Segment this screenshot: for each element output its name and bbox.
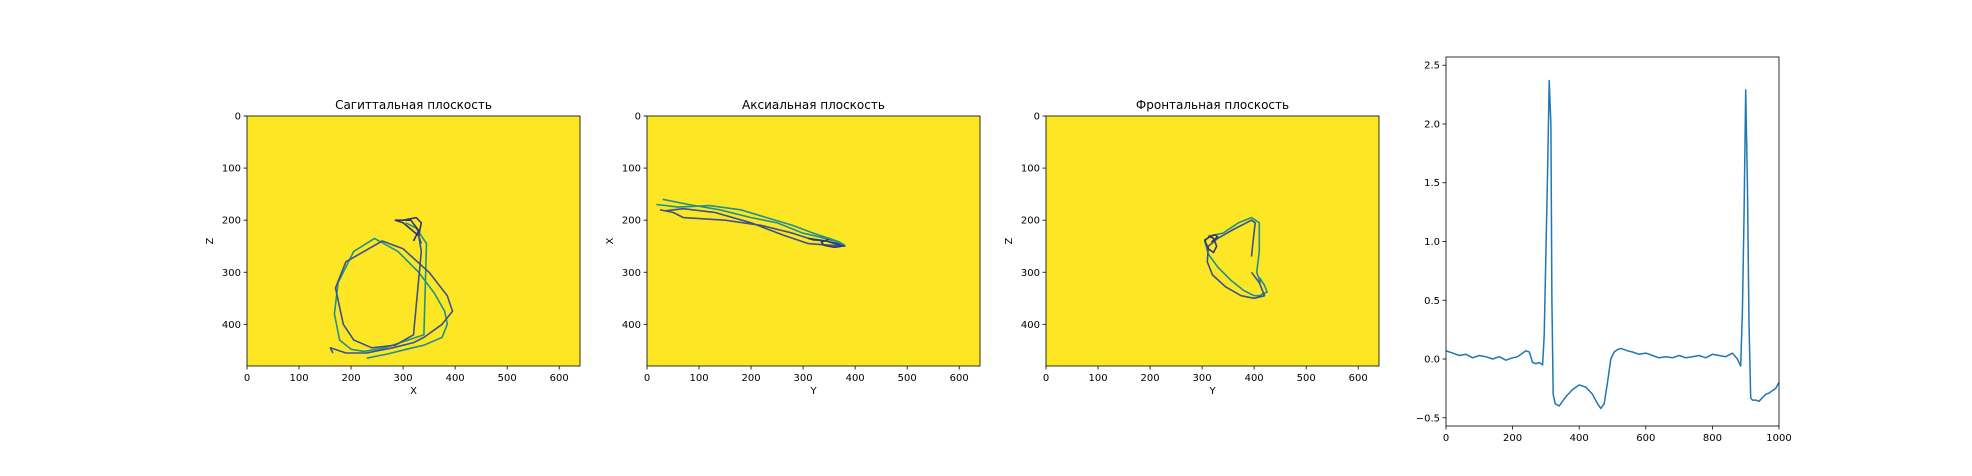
axial-title: Аксиальная плоскость — [742, 98, 885, 112]
sagittal-ytick-label: 200 — [222, 216, 241, 227]
ecg-ytick-label: 1.0 — [1424, 237, 1440, 248]
frontal-xlabel: Y — [1208, 386, 1216, 397]
frontal-title: Фронтальная плоскость — [1136, 98, 1289, 112]
ecg-ytick-label: 2.5 — [1424, 61, 1440, 72]
sagittal-ytick-label: 400 — [222, 320, 241, 331]
ecg-xtick-label: 800 — [1703, 433, 1722, 444]
sagittal-ytick-label: 300 — [222, 268, 241, 279]
ecg-xtick-label: 0 — [1443, 433, 1449, 444]
ecg-xtick-label: 200 — [1503, 433, 1522, 444]
axial-ytick-label: 100 — [622, 164, 641, 175]
frontal-ylabel: Z — [1004, 237, 1015, 244]
ecg-ytick-label: 0.5 — [1424, 296, 1440, 307]
frontal-xtick-label: 0 — [1043, 373, 1049, 384]
frontal-xtick-label: 400 — [1245, 373, 1264, 384]
frontal-xtick-label: 100 — [1088, 373, 1107, 384]
sagittal-xtick-label: 500 — [498, 373, 517, 384]
ecg-xtick-label: 600 — [1636, 433, 1655, 444]
frontal-ytick-label: 100 — [1021, 164, 1040, 175]
panel-sagittal: 0 100 200 300 400 500 600 0 100 200 300 400 Сагиттал… — [205, 98, 581, 397]
axial-xtick-label: 0 — [644, 373, 650, 384]
sagittal-xtick-label: 0 — [244, 373, 250, 384]
frontal-ytick-label: 400 — [1021, 320, 1040, 331]
sagittal-ytick-label: 100 — [222, 164, 241, 175]
frontal-xtick-label: 200 — [1141, 373, 1160, 384]
axial-xlabel: Y — [809, 386, 817, 397]
ecg-xtick-label: 1000 — [1766, 433, 1791, 444]
frontal-series-1 — [1206, 219, 1266, 300]
sagittal-xlabel: X — [410, 386, 417, 397]
frontal-axes-frame — [1045, 115, 1380, 367]
frontal-ytick-label: 300 — [1021, 268, 1040, 279]
axial-xtick-label: 400 — [846, 373, 865, 384]
frontal-xtick-label: 500 — [1297, 373, 1316, 384]
sagittal-ylabel: Z — [205, 237, 216, 244]
sagittal-xtick-label: 400 — [446, 373, 465, 384]
axial-xtick-label: 200 — [742, 373, 761, 384]
ecg-ytick-label: −0.5 — [1416, 413, 1440, 424]
axial-xtick-label: 300 — [794, 373, 813, 384]
axial-xtick-label: 100 — [689, 373, 708, 384]
axial-xtick-label: 500 — [898, 373, 917, 384]
ecg-ytick-label: 0.0 — [1424, 355, 1440, 366]
ecg-ytick-label: 2.0 — [1424, 119, 1440, 130]
sagittal-series-0 — [333, 222, 449, 359]
axial-series-2 — [808, 237, 843, 249]
sagittal-xtick-label: 100 — [289, 373, 308, 384]
sagittal-series-1 — [329, 235, 454, 354]
ecg-series-0 — [1446, 79, 1779, 410]
panel-frontal: 0 100 200 300 400 500 600 0 100 200 300 400 Фронталь… — [1004, 98, 1380, 397]
ecg-xtick-label: 400 — [1570, 433, 1589, 444]
frontal-series-0 — [1203, 216, 1268, 297]
frontal-ytick-label: 0 — [1034, 112, 1040, 123]
ecg-axes-frame — [1445, 56, 1780, 427]
axial-ytick-label: 300 — [622, 268, 641, 279]
axial-ytick-label: 400 — [622, 320, 641, 331]
axial-ytick-label: 0 — [635, 112, 641, 123]
axial-series-0 — [656, 198, 846, 246]
sagittal-xtick-label: 300 — [394, 373, 413, 384]
frontal-xtick-label: 600 — [1349, 373, 1368, 384]
panel-axial: 0 100 200 300 400 500 600 0 100 200 300 400 Аксиальн… — [605, 98, 981, 397]
axial-ytick-label: 200 — [622, 216, 641, 227]
axial-plane-image — [647, 116, 980, 366]
sagittal-ytick-label: 0 — [235, 112, 241, 123]
axial-xtick-label: 600 — [950, 373, 969, 384]
sagittal-xtick-label: 200 — [342, 373, 361, 384]
axial-ylabel: X — [605, 237, 616, 244]
ecg-ytick-label: 1.5 — [1424, 178, 1440, 189]
frontal-ytick-label: 200 — [1021, 216, 1040, 227]
sagittal-xtick-label: 600 — [550, 373, 569, 384]
panel-ecg: 0 200 400 600 800 1000 −0.5 0.0 0.5 1.0 1.5 2.0 2.5 — [1416, 56, 1792, 444]
axial-axes-frame — [646, 115, 981, 367]
sagittal-series-2 — [394, 216, 423, 242]
sagittal-axes-frame — [246, 115, 581, 367]
sagittal-title: Сагиттальная плоскость — [335, 98, 492, 112]
frontal-series-2 — [1203, 234, 1219, 254]
frontal-xtick-label: 300 — [1193, 373, 1212, 384]
